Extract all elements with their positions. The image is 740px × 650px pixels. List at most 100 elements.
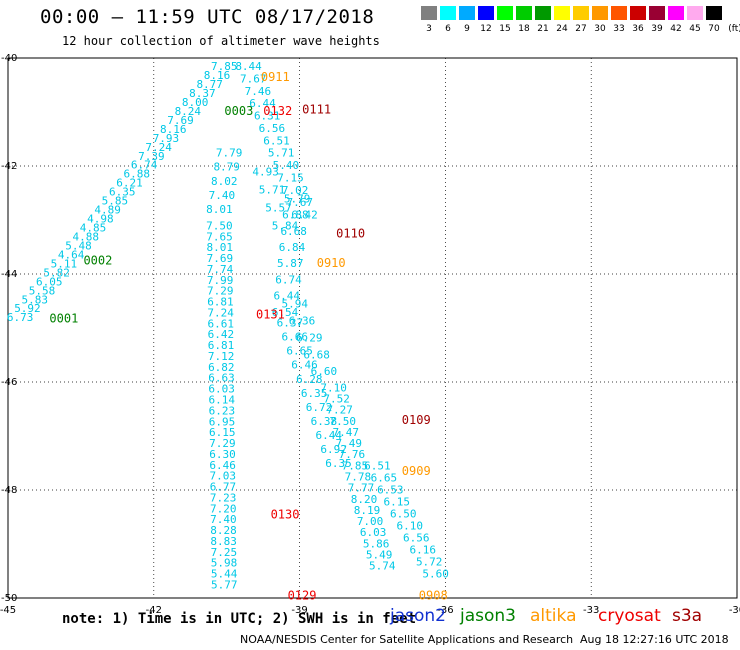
legend-label: 21 [537, 24, 549, 34]
wave-height-value: 6.03 [208, 383, 235, 396]
wave-height-value: 6.54 [272, 306, 299, 319]
wave-height-value: 6.56 [403, 532, 430, 545]
wave-height-value: 6.29 [296, 331, 323, 344]
pass-label: 0132 [263, 104, 292, 118]
wave-height-value: 8.02 [211, 175, 238, 188]
pass-label: 0909 [402, 464, 431, 478]
wave-height-value: 6.05 [36, 275, 63, 288]
wave-height-value: 7.52 [323, 393, 350, 406]
wave-height-value: 6.28 [296, 373, 323, 386]
wave-height-value: 7.12 [208, 350, 235, 363]
wave-height-value: 7.23 [210, 491, 237, 504]
wave-height-value: 7.69 [167, 114, 194, 127]
wave-height-value: 6.84 [279, 241, 306, 254]
wave-height-value: 5.77 [211, 579, 238, 592]
wave-height-value: 7.00 [357, 515, 384, 528]
wave-height-value: 6.15 [384, 496, 411, 509]
satellite-jason3: jason3 [460, 606, 516, 626]
wave-height-value: 5.98 [211, 557, 238, 570]
pass-label: 0129 [288, 588, 317, 602]
wave-height-value: 8.00 [182, 96, 209, 109]
wave-height-value: 8.20 [351, 493, 378, 506]
wave-height-value: 7.65 [206, 230, 233, 243]
y-tick-label: -50 [1, 593, 17, 604]
wave-height-value: 7.02 [282, 184, 309, 197]
wave-height-value: 6.74 [275, 273, 302, 286]
wave-height-value: 5.58 [29, 284, 56, 297]
wave-height-value: 6.74 [131, 159, 158, 172]
x-tick-label: -45 [0, 605, 16, 616]
pass-label: 0001 [49, 311, 78, 325]
wave-height-value: 6.46 [291, 359, 318, 372]
y-tick-label: -48 [1, 485, 17, 496]
legend-label: 6 [445, 24, 451, 34]
wave-height-value: 6.30 [209, 448, 236, 461]
legend-label: 18 [518, 24, 530, 34]
wave-height-value: 6.92 [320, 443, 347, 456]
legend-label: 12 [480, 24, 492, 34]
wave-height-value: 5.85 [102, 195, 129, 208]
wave-height-value: 6.15 [209, 426, 236, 439]
legend-swatch [554, 6, 570, 20]
wave-height-value: 6.36 [289, 315, 316, 328]
wave-height-value: 6.65 [286, 345, 313, 358]
wave-height-value: 7.47 [333, 426, 360, 439]
wave-height-value: 6.51 [364, 460, 391, 473]
wave-height-value: 4.88 [73, 230, 100, 243]
wave-height-value: 6.44 [316, 429, 343, 442]
wave-height-value: 7.25 [211, 546, 238, 559]
legend-swatch [706, 6, 722, 20]
wave-height-value: 6.66 [281, 331, 308, 344]
x-tick-label: -36 [437, 605, 453, 616]
legend-swatch [459, 6, 475, 20]
x-tick-label: -39 [291, 605, 307, 616]
legend-swatch [668, 6, 684, 20]
wave-height-value: 7.29 [209, 437, 236, 450]
wave-height-value: 6.63 [208, 372, 235, 385]
wave-height-value: 6.10 [397, 520, 424, 533]
wave-height-value: 5.92 [14, 302, 41, 315]
wave-height-value: 6.61 [207, 317, 234, 330]
wave-height-value: 7.85 [211, 60, 238, 73]
page-subtitle: 12 hour collection of altimeter wave hei… [62, 34, 380, 48]
wave-height-value: 5.94 [281, 298, 308, 311]
legend-swatch [649, 6, 665, 20]
wave-height-value: 5.11 [51, 257, 78, 270]
wave-height-value: 8.16 [204, 69, 231, 82]
wave-height-value: 6.42 [291, 209, 318, 222]
pass-label: 0002 [83, 254, 112, 268]
legend-label: 27 [575, 24, 587, 34]
wave-height-value: 7.74 [207, 263, 234, 276]
wave-height-value: 5.83 [21, 293, 48, 306]
wave-height-value: 5.40 [273, 159, 300, 172]
legend-swatch [687, 6, 703, 20]
legend-label: 70 [708, 24, 720, 34]
wave-height-value: 6.16 [409, 544, 436, 557]
wave-height-value: 6.60 [311, 365, 338, 378]
wave-height-value: 5.84 [272, 219, 299, 232]
legend-label: 45 [689, 24, 701, 34]
legend-swatch [478, 6, 494, 20]
wave-height-value: 6.38 [311, 415, 338, 428]
wave-height-value: 7.03 [210, 470, 237, 483]
footer-note: note: 1) Time is in UTC; 2) SWH is in fe… [62, 611, 417, 627]
wave-height-value: 7.24 [145, 141, 172, 154]
wave-height-value: 4.98 [87, 213, 114, 226]
satellite-altika: altika [530, 606, 577, 626]
wave-height-value: 5.48 [65, 239, 92, 252]
legend-swatch [497, 6, 513, 20]
wave-height-value: 5.71 [268, 147, 295, 160]
y-tick-label: -44 [1, 269, 17, 280]
wave-height-value: 7.50 [206, 219, 233, 232]
wave-height-value: 8.77 [196, 78, 223, 91]
wave-height-value: 8.24 [175, 105, 202, 118]
wave-height-value: 5.87 [277, 257, 304, 270]
legend-swatch [630, 6, 646, 20]
legend-swatch [516, 6, 532, 20]
wave-height-value: 7.93 [153, 132, 180, 145]
wave-height-value: 8.28 [210, 524, 237, 537]
wave-height-value: 4.93 [252, 165, 279, 178]
wave-height-value: 6.37 [277, 317, 304, 330]
timestamp: Aug 18 12:27:16 UTC 2018 [580, 633, 729, 646]
